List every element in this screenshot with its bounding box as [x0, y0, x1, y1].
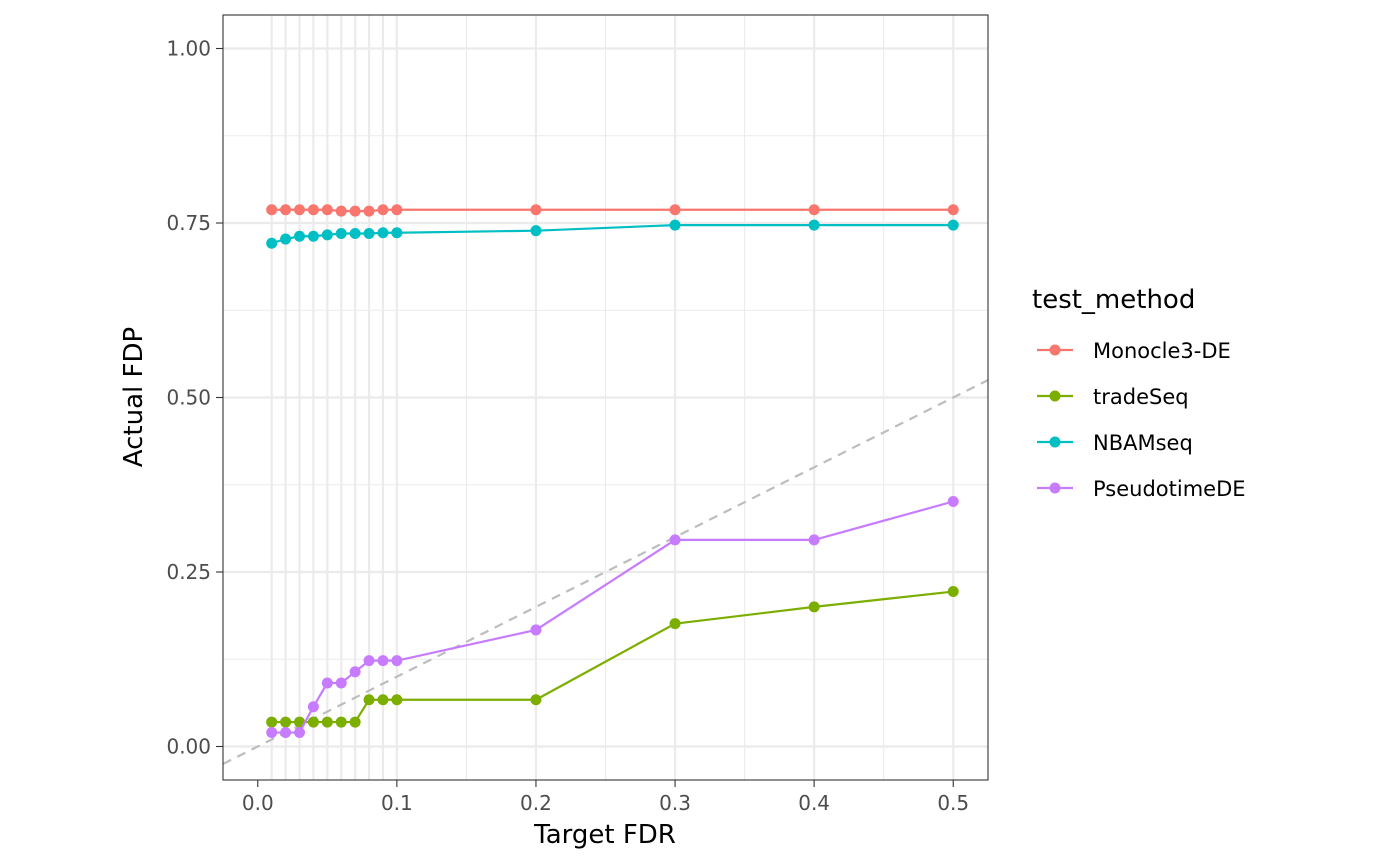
data-point-tradeseq [335, 716, 347, 728]
data-point-nbamseq [669, 219, 681, 231]
x-tick-label: 0.1 [381, 791, 413, 815]
y-tick-label: 0.25 [166, 560, 211, 584]
data-point-nbamseq [294, 230, 305, 242]
data-point-monocle3-de [266, 204, 278, 216]
data-point-monocle3-de [363, 205, 375, 217]
data-point-pseudotimede [294, 727, 305, 739]
series-group [266, 204, 959, 739]
y-tick-label: 0.50 [166, 386, 211, 410]
legend-item-pseudotimede: PseudotimeDE [1037, 477, 1246, 501]
data-point-monocle3-de [280, 204, 292, 216]
data-point-monocle3-de [391, 204, 403, 216]
y-tick-label: 0.00 [166, 734, 211, 758]
data-point-pseudotimede [391, 655, 403, 667]
data-point-pseudotimede [363, 655, 375, 667]
data-point-tradeseq [808, 601, 820, 613]
data-point-monocle3-de [349, 205, 361, 217]
series-pseudotimede [266, 496, 959, 739]
data-point-tradeseq [266, 716, 278, 728]
x-tick-label: 0.4 [798, 791, 830, 815]
y-tick-label: 0.75 [166, 211, 211, 235]
legend-key-point [1049, 390, 1061, 402]
legend-title: test_method [1032, 285, 1195, 315]
data-point-tradeseq [530, 694, 542, 706]
data-point-nbamseq [307, 230, 319, 242]
data-point-pseudotimede [307, 701, 319, 713]
data-point-tradeseq [294, 716, 305, 728]
data-point-nbamseq [377, 227, 389, 239]
data-point-tradeseq [391, 694, 403, 706]
series-tradeseq [266, 586, 959, 728]
data-point-pseudotimede [335, 677, 347, 689]
data-point-tradeseq [363, 694, 375, 706]
x-tick-label: 0.2 [520, 791, 552, 815]
data-point-pseudotimede [280, 727, 292, 739]
data-point-pseudotimede [321, 677, 333, 689]
y-tick-label: 1.00 [166, 37, 211, 61]
data-point-tradeseq [307, 716, 319, 728]
data-point-tradeseq [669, 618, 681, 630]
data-point-nbamseq [349, 227, 361, 239]
y-axis-title: Actual FDP [119, 327, 149, 467]
data-point-nbamseq [335, 227, 347, 239]
legend-item-tradeseq: tradeSeq [1037, 385, 1189, 409]
data-point-nbamseq [530, 225, 542, 237]
data-point-pseudotimede [808, 534, 820, 546]
data-point-pseudotimede [266, 727, 278, 739]
data-point-monocle3-de [947, 204, 959, 216]
major-gridlines [223, 15, 988, 780]
data-point-monocle3-de [377, 204, 389, 216]
data-point-pseudotimede [669, 534, 681, 546]
data-point-monocle3-de [321, 204, 333, 216]
x-tick-label: 0.3 [659, 791, 691, 815]
legend-label: Monocle3-DE [1093, 339, 1231, 363]
legend-key-point [1049, 436, 1061, 448]
data-point-monocle3-de [669, 204, 681, 216]
data-point-tradeseq [321, 716, 333, 728]
x-axis-title: Target FDR [533, 820, 676, 850]
data-point-pseudotimede [947, 496, 959, 508]
data-point-nbamseq [391, 227, 403, 239]
legend-key-point [1049, 482, 1061, 494]
data-point-nbamseq [280, 233, 292, 245]
data-point-nbamseq [947, 219, 959, 231]
legend-label: PseudotimeDE [1093, 477, 1246, 501]
legend: test_method Monocle3-DE tradeSeq NBAMseq Ps… [1032, 285, 1246, 501]
x-tick-label: 0.0 [242, 791, 274, 815]
x-axis: 0.0 0.1 0.2 0.3 0.4 0.5 [242, 780, 969, 815]
data-point-monocle3-de [530, 204, 542, 216]
data-point-monocle3-de [335, 205, 347, 217]
data-point-nbamseq [266, 237, 278, 249]
data-point-monocle3-de [808, 204, 820, 216]
legend-item-nbamseq: NBAMseq [1037, 431, 1193, 455]
legend-label: NBAMseq [1093, 431, 1193, 455]
y-axis: 0.00 0.25 0.50 0.75 1.00 [166, 37, 223, 758]
legend-label: tradeSeq [1093, 385, 1189, 409]
series-nbamseq [266, 219, 959, 249]
data-point-nbamseq [321, 229, 333, 241]
data-point-monocle3-de [307, 204, 319, 216]
data-point-nbamseq [808, 219, 820, 231]
data-point-tradeseq [947, 586, 959, 598]
data-point-monocle3-de [294, 204, 305, 216]
legend-key-point [1049, 344, 1061, 356]
data-point-nbamseq [363, 227, 375, 239]
series-monocle3-de [266, 204, 959, 217]
data-point-tradeseq [377, 694, 389, 706]
data-point-pseudotimede [377, 655, 389, 667]
data-point-tradeseq [280, 716, 292, 728]
data-point-pseudotimede [349, 666, 361, 678]
x-tick-label: 0.5 [937, 791, 969, 815]
data-point-tradeseq [349, 716, 361, 728]
legend-item-monocle3-de: Monocle3-DE [1037, 339, 1231, 363]
data-point-pseudotimede [530, 624, 542, 636]
